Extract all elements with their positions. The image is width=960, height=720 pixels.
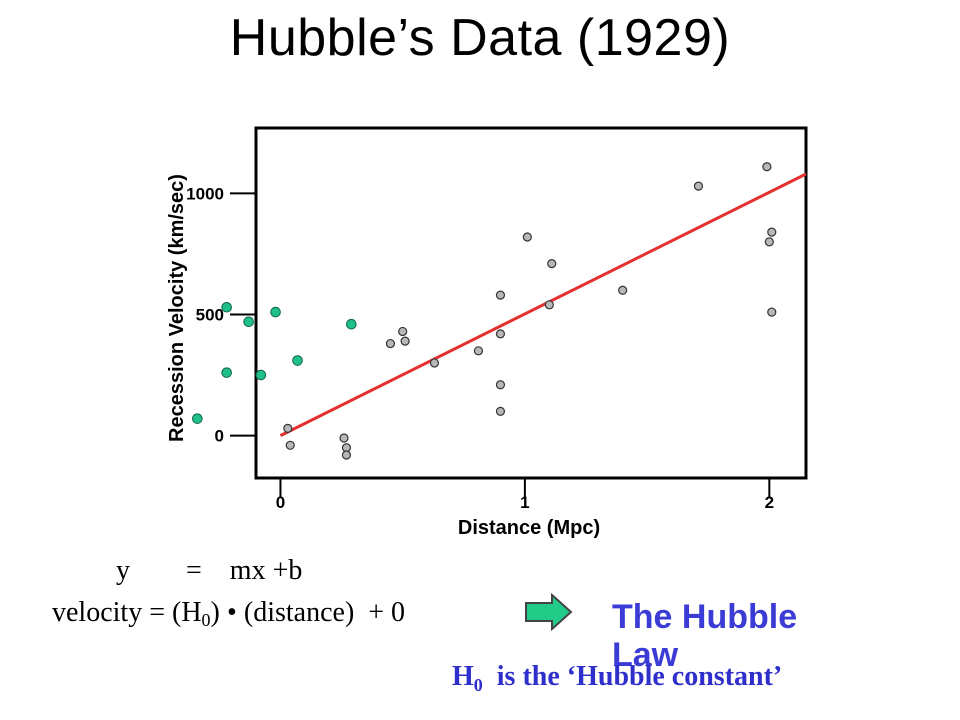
data-point	[762, 162, 772, 172]
eq2-close: )	[210, 597, 220, 628]
data-point-green	[255, 369, 267, 381]
x-tick-label: 1	[520, 493, 529, 512]
x-tick-label: 0	[276, 493, 285, 512]
data-point-green	[292, 355, 303, 366]
data-point	[495, 329, 506, 339]
x-axis-label: Distance (Mpc)	[458, 517, 600, 539]
data-point	[522, 232, 532, 242]
data-point-green	[243, 316, 254, 328]
data-point	[341, 450, 352, 460]
x-tick-label: 2	[765, 493, 774, 512]
eq1-rhs: mx +b	[229, 555, 303, 586]
eq2-lhs: velocity	[52, 597, 143, 628]
eq2-subscript: 0	[201, 610, 211, 630]
data-point	[495, 380, 506, 390]
eq2-rest: (distance) + 0	[243, 597, 406, 628]
data-point	[495, 406, 506, 416]
data-point	[767, 227, 777, 237]
data-point	[429, 358, 440, 368]
eq1-equals: =	[186, 555, 202, 586]
slide-title: Hubble’s Data (1929)	[229, 9, 731, 67]
h0-letter: H	[452, 661, 474, 692]
data-point	[767, 307, 777, 317]
h0-note-text: is the ‘Hubble constant’	[482, 661, 783, 692]
h0-subscript: 0	[473, 675, 483, 695]
data-point-green	[270, 306, 281, 318]
data-point	[398, 326, 408, 337]
data-point	[473, 346, 484, 356]
y-axis-label: Recession Velocity (km/sec)	[166, 174, 188, 442]
data-point	[764, 237, 774, 247]
y-tick-label: 500	[196, 306, 224, 325]
data-point	[693, 181, 704, 191]
data-point-green	[192, 413, 203, 424]
data-point	[385, 338, 396, 349]
eq2-equals: = (H	[149, 597, 202, 628]
y-tick-label: 1000	[186, 184, 224, 203]
fit-line	[279, 172, 807, 437]
data-point	[544, 300, 554, 310]
hubble-law-label: The Hubble Law	[612, 598, 798, 674]
dot-operator-icon: •	[226, 597, 237, 628]
plot-frame	[254, 126, 808, 480]
right-arrow-icon	[525, 592, 573, 632]
data-point	[283, 423, 293, 433]
data-point-green	[221, 301, 232, 313]
data-point	[285, 440, 295, 450]
data-point	[618, 285, 628, 295]
data-point	[339, 433, 349, 443]
data-point	[495, 290, 506, 300]
eq1-lhs: y	[116, 555, 130, 586]
data-point	[400, 336, 410, 346]
y-tick-label: 0	[215, 427, 224, 446]
equation-line-2: velocity = (H0) • (distance) + 0	[52, 597, 405, 631]
data-point	[547, 259, 557, 269]
equation-line-1: y = mx +b	[116, 555, 302, 587]
data-point-green	[346, 318, 357, 330]
data-point-green	[221, 367, 232, 378]
hubble-constant-note: H0 is the ‘Hubble constant’	[452, 661, 782, 696]
